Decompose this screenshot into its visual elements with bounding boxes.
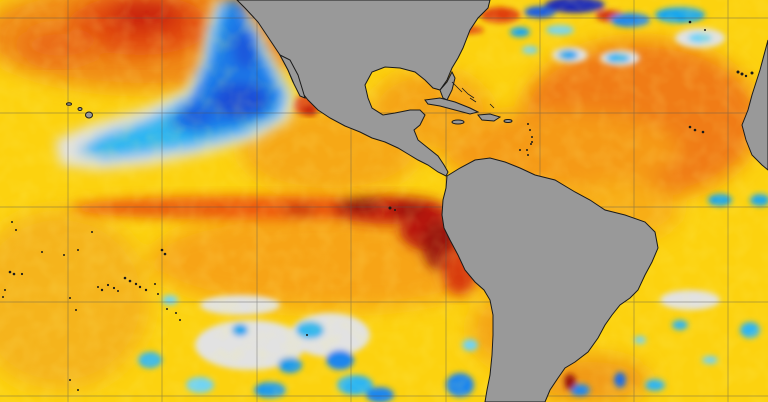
baja-california-land	[278, 53, 306, 99]
lesser-antilles-islands	[526, 123, 533, 151]
maui-island	[77, 107, 83, 111]
hispaniola-island	[477, 113, 502, 122]
hawaii-island	[85, 111, 93, 119]
south-america-land	[441, 157, 659, 402]
north-america-land	[236, 0, 491, 177]
jamaica-island	[451, 119, 465, 125]
bahamas-islands	[451, 81, 495, 109]
africa-land	[741, 39, 768, 171]
oahu-island	[66, 102, 72, 106]
puerto-rico-island	[503, 119, 513, 123]
landmasses	[66, 0, 768, 402]
pacific-islands	[2, 20, 754, 391]
cuba-island	[424, 97, 480, 115]
